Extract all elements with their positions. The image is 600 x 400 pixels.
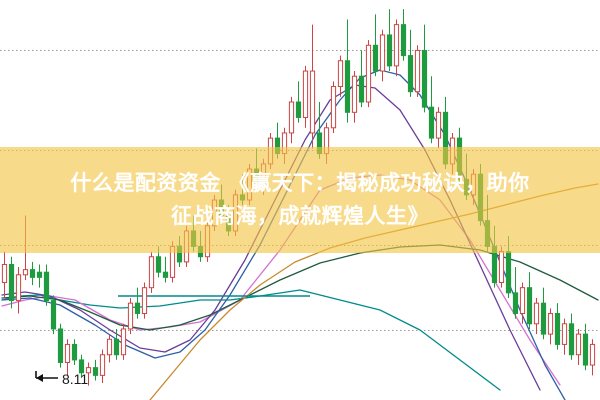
left-arrow-icon xyxy=(35,371,58,382)
candlesticks-group xyxy=(1,9,596,386)
price-annotation-label: 8.11 xyxy=(62,371,89,387)
moving-average-lines-group xyxy=(1,69,599,400)
